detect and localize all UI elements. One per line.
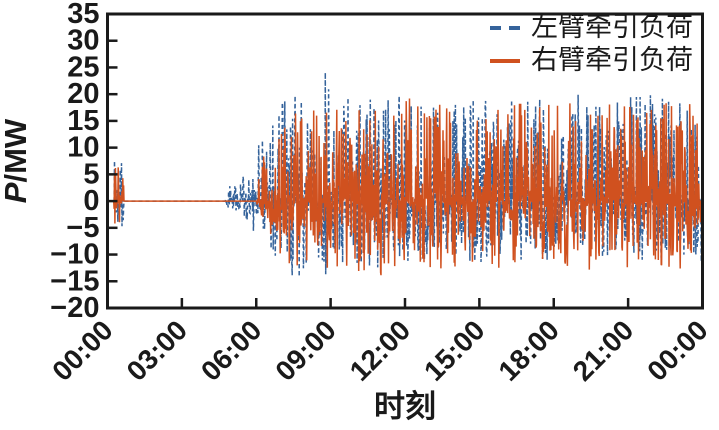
x-tick-label: 00:00: [641, 314, 714, 387]
legend: 左臂牵引负荷 右臂牵引负荷: [490, 12, 693, 76]
series-layer: [107, 72, 704, 277]
y-tick-label: −10: [50, 239, 99, 271]
x-tick-label: 15:00: [418, 314, 491, 387]
x-tick-label: 12:00: [344, 314, 417, 387]
x-axis-title: 时刻: [374, 389, 436, 424]
y-axis-title-symbol: P: [0, 182, 33, 203]
series-right-arm-line: [107, 98, 704, 276]
x-tick-label: 03:00: [121, 314, 194, 387]
dashed-line-sample-icon: [490, 25, 520, 30]
x-tick-label: 18:00: [492, 314, 565, 387]
y-tick-label: 25: [67, 51, 99, 83]
legend-item-left-arm: 左臂牵引负荷: [490, 12, 693, 43]
y-tick-label: 35: [67, 0, 99, 30]
y-tick-label: 10: [67, 132, 99, 164]
solid-line-sample-icon: [490, 58, 520, 63]
legend-label-right-arm: 右臂牵引负荷: [531, 45, 693, 75]
y-axis-title: P/MW: [0, 118, 33, 203]
y-tick-label: −15: [50, 265, 99, 297]
x-tick-label: 09:00: [269, 314, 342, 387]
y-tick-label: 30: [67, 25, 99, 57]
legend-item-right-arm: 右臂牵引负荷: [490, 45, 693, 76]
y-tick-label: 0: [83, 185, 99, 217]
y-tick-label: 15: [67, 105, 99, 137]
legend-label-left-arm: 左臂牵引负荷: [531, 12, 693, 42]
x-tick-label: 00:00: [46, 314, 119, 387]
y-tick-label: −20: [50, 292, 99, 324]
x-tick-label: 06:00: [195, 314, 268, 387]
y-tick-label: −5: [66, 212, 99, 244]
y-axis-title-unit: /MW: [0, 118, 33, 182]
y-tick-label: 20: [67, 78, 99, 110]
y-tick-label: 5: [83, 158, 99, 190]
x-tick-label: 21:00: [567, 314, 640, 387]
